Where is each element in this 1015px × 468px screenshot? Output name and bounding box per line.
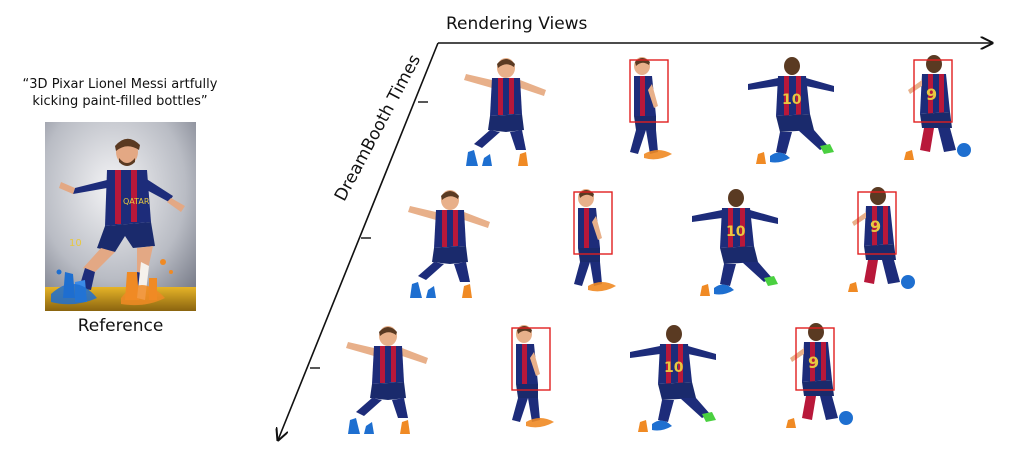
render-figure xyxy=(346,326,428,434)
reference-image: QATAR 10 xyxy=(45,122,196,311)
render-view-front-jump xyxy=(446,50,566,168)
render-view-side xyxy=(588,50,708,168)
svg-text:10: 10 xyxy=(664,360,684,376)
render-view-side xyxy=(470,318,590,436)
svg-text:QATAR: QATAR xyxy=(123,197,150,206)
render-figure xyxy=(464,58,546,166)
render-view-back-side: 9 xyxy=(872,50,992,168)
render-view-back-side: 9 xyxy=(754,318,874,436)
svg-text:10: 10 xyxy=(726,224,746,240)
render-figure: 10 xyxy=(630,325,716,432)
render-figure xyxy=(629,57,672,160)
render-figure: 9 xyxy=(904,55,971,160)
render-view-front-jump xyxy=(328,318,448,436)
render-figure: 10 xyxy=(748,57,834,164)
reference-illustration: QATAR 10 xyxy=(45,122,196,311)
render-view-back: 10 xyxy=(674,182,794,300)
svg-text:10: 10 xyxy=(782,92,802,108)
render-figure xyxy=(511,325,554,428)
render-view-back: 10 xyxy=(730,50,850,168)
render-figure: 10 xyxy=(692,189,778,296)
render-view-back: 10 xyxy=(612,318,732,436)
render-figure: 9 xyxy=(786,323,853,428)
svg-text:10: 10 xyxy=(69,238,82,249)
render-figure xyxy=(408,190,490,298)
prompt-text: “3D Pixar Lionel Messi artfully kicking … xyxy=(22,77,218,109)
render-view-back-side: 9 xyxy=(816,182,936,300)
render-view-side xyxy=(532,182,652,300)
svg-text:9: 9 xyxy=(808,353,819,372)
render-figure: 9 xyxy=(848,187,915,292)
svg-text:9: 9 xyxy=(926,85,937,104)
reference-label: Reference xyxy=(77,316,164,336)
render-figure xyxy=(573,189,616,292)
render-view-front-jump xyxy=(390,182,510,300)
dreambooth-times-axis xyxy=(278,42,439,440)
rendering-views-label: Rendering Views xyxy=(446,14,588,34)
svg-text:9: 9 xyxy=(870,217,881,236)
